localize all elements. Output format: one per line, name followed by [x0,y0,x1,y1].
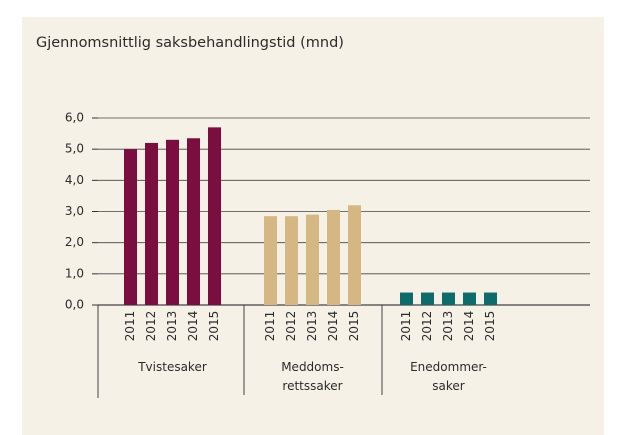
year-label: 2014 [186,311,200,342]
y-tick-label: 1,0 [65,266,84,280]
year-label: 2011 [263,311,277,342]
category-label-line: Enedommer- [410,360,487,374]
bar [208,127,221,305]
bar [463,292,476,305]
year-label: 2013 [441,311,455,342]
bar [348,205,361,305]
bar [421,292,434,305]
year-label: 2015 [483,311,497,342]
category-label-line: rettssaker [282,379,342,393]
bar [285,216,298,305]
y-tick-label: 0,0 [65,298,84,312]
year-label: 2011 [123,311,137,342]
year-label: 2013 [165,311,179,342]
category-label: Meddoms-rettssaker [281,360,344,393]
category-label-line: Meddoms- [281,360,344,374]
year-label: 2012 [420,311,434,342]
year-label: 2012 [284,311,298,342]
year-label: 2013 [305,311,319,342]
category-label: Tvistesaker [137,360,207,374]
year-label: 2015 [207,311,221,342]
category-label: Enedommer-saker [410,360,487,393]
year-label: 2015 [347,311,361,342]
bar [442,292,455,305]
chart-title: Gjennomsnittlig saksbehandlingstid (mnd) [36,35,344,51]
year-label: 2012 [144,311,158,342]
y-tick-label: 4,0 [65,173,84,187]
y-tick-label: 2,0 [65,235,84,249]
y-tick-label: 3,0 [65,204,84,218]
bar [145,142,158,305]
y-tick-label: 5,0 [65,142,84,156]
year-label: 2011 [399,311,413,342]
bar [327,209,340,305]
year-label: 2014 [462,311,476,342]
bar [484,292,497,305]
y-tick-label: 6,0 [65,111,84,125]
bar [264,216,277,305]
bar [400,292,413,305]
bar [306,214,319,305]
category-label-line: saker [432,379,465,393]
year-label: 2014 [326,311,340,342]
bar [166,139,179,305]
category-label-line: Tvistesaker [137,360,207,374]
bar [124,149,137,305]
bar [187,138,200,305]
